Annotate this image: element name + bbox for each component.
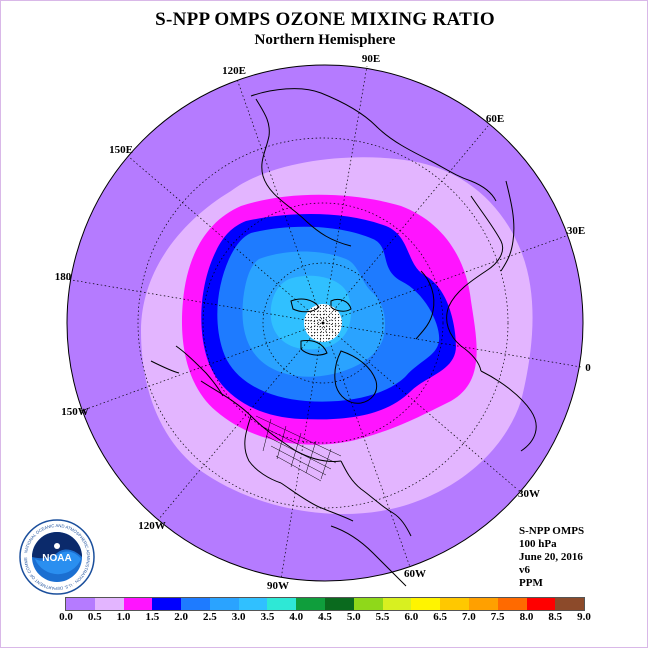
colorbar-segment [325,598,354,610]
colorbar-segment [152,598,182,610]
state-borders [255,415,342,482]
colorbar-segment [555,598,585,610]
colorbar-segment [238,598,268,610]
info-units: PPM [519,577,543,589]
lon-label-60e: 60E [486,113,504,125]
colorbar-segment [353,598,383,610]
colorbar-tick-label: 5.5 [375,611,390,623]
info-version: v6 [519,564,530,576]
lon-label-150e: 150E [109,144,133,156]
lon-label-90w: 90W [267,580,289,592]
info-pressure: 100 hPa [519,538,557,550]
colorbar-segment [497,598,527,610]
map-subtitle: Northern Hemisphere [254,32,396,48]
colorbar-tick-label: 5.0 [346,611,361,623]
info-date: June 20, 2016 [519,551,583,563]
colorbar-tick-label: 2.0 [174,611,188,623]
lon-label-30e: 30E [567,225,585,237]
map-title: S-NPP OMPS OZONE MIXING RATIO [155,9,495,30]
colorbar-tick-label: 6.5 [433,611,447,623]
longitude-labels: 90E 60E 30E 0 30W 60W 90W 120W 150W 180 … [55,53,592,592]
coastlines [150,88,537,587]
noaa-logo-label: NOAA [42,553,71,564]
colorbar-tick-labels: 0.0 0.5 1.0 1.5 2.0 2.5 3.0 3.5 4.0 4.5 5.0 5.5 6.0 6… [1,611,647,625]
colorbar-tick-label: 1.0 [116,611,131,623]
colorbar-segment [94,598,124,610]
colorbar-tick-label: 2.5 [203,611,217,623]
colorbar-tick-label: 0.5 [87,611,102,623]
colorbar-segment [209,598,239,610]
colorbar-tick-label: 1.5 [145,611,160,623]
colorbar-tick-label: 7.5 [490,611,505,623]
colorbar-tick-label: 3.5 [260,611,275,623]
colorbar-segment [382,598,412,610]
lon-label-60w: 60W [404,568,426,580]
colorbar-tick-label: 6.0 [404,611,419,623]
colorbar-segment [468,598,498,610]
colorbar-segment [267,598,297,610]
colorbar [65,597,585,611]
colorbar-tick-label: 8.5 [548,611,563,623]
colorbar-tick-label: 7.0 [462,611,476,623]
colorbar-tick-label: 0.0 [59,611,73,623]
colorbar-segment [526,598,556,610]
lon-label-120w: 120W [138,520,166,532]
colorbar-segment [123,598,153,610]
colorbar-segment [411,598,441,610]
colorbar-segment [440,598,469,610]
colorbar-tick-label: 9.0 [577,611,591,623]
lon-label-90e: 90E [362,53,380,65]
colorbar-segment [296,598,326,610]
colorbar-tick-label: 3.0 [231,611,246,623]
lon-label-150w: 150W [61,406,89,418]
lon-label-180: 180 [55,271,72,283]
colorbar-segment [66,598,95,610]
lon-label-0: 0 [585,362,591,374]
lon-label-30w: 30W [518,488,540,500]
graticule [65,65,582,580]
colorbar-tick-label: 4.0 [289,611,304,623]
lon-label-120e: 120E [222,65,246,77]
noaa-logo: NOAA NATIONAL OCEANIC AND ATMOSPHERIC AD… [19,519,95,595]
colorbar-tick-label: 4.5 [318,611,332,623]
product-info: S-NPP OMPS 100 hPa June 20, 2016 v6 PPM [519,525,584,590]
info-instrument: S-NPP OMPS [519,525,585,537]
colorbar-tick-label: 8.0 [519,611,534,623]
colorbar-segment [181,598,210,610]
